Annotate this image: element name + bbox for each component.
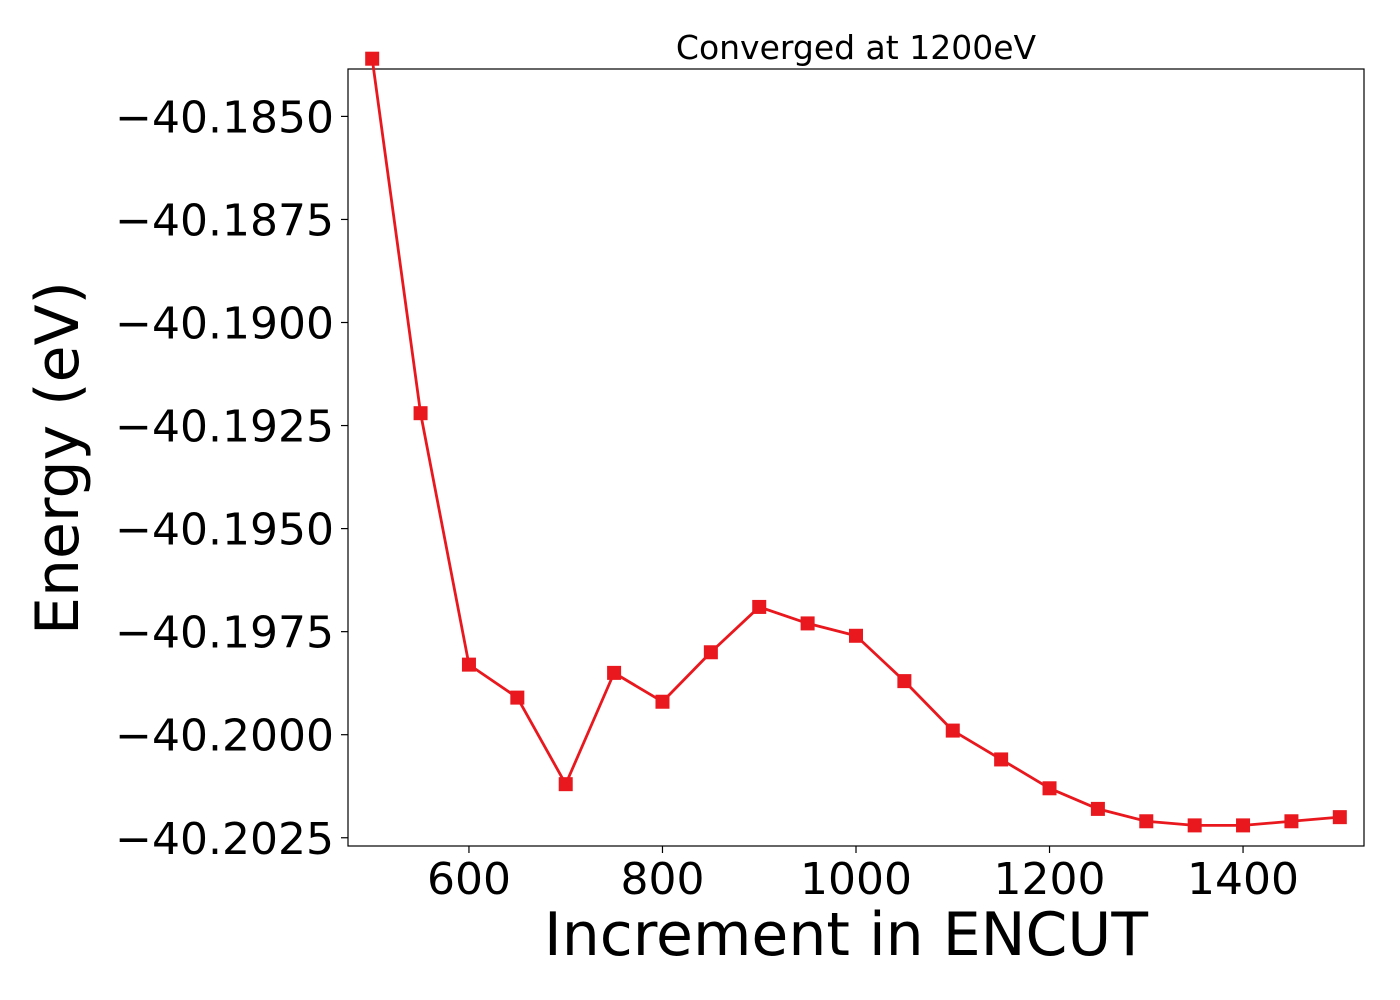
data-point-marker <box>994 752 1009 767</box>
data-point-marker <box>365 51 380 66</box>
y-tick-label: −40.1875 <box>115 195 334 246</box>
x-axis: 600 800 1000 1200 1400 <box>427 846 1299 905</box>
x-tick-label: 600 <box>427 854 511 905</box>
data-point-marker <box>897 674 912 689</box>
data-point-marker <box>558 777 573 792</box>
data-point-marker <box>607 665 622 680</box>
y-axis: −40.1850 −40.1875 −40.1900 −40.1925 −40.1950… <box>115 92 348 865</box>
y-tick-label: −40.1975 <box>115 608 334 659</box>
y-tick-label: −40.1900 <box>115 299 334 350</box>
x-tick-label: 800 <box>620 854 704 905</box>
x-tick-label: 1000 <box>800 854 912 905</box>
data-point-marker <box>1284 814 1299 829</box>
data-point-marker <box>1236 818 1251 833</box>
data-point-marker <box>849 628 863 643</box>
y-tick-label: −40.1850 <box>115 92 334 143</box>
data-point-marker <box>655 694 670 709</box>
y-tick-label: −40.2000 <box>115 711 334 762</box>
data-point-marker <box>510 690 525 705</box>
data-point-marker <box>461 657 476 672</box>
chart-title: Converged at 1200eV <box>676 28 1037 67</box>
y-tick-label: −40.1925 <box>115 402 334 453</box>
y-tick-label: −40.1950 <box>115 505 334 556</box>
plot-area-frame <box>347 68 1365 847</box>
y-axis-title: Energy (eV) <box>23 281 93 635</box>
data-point-marker <box>1332 810 1347 825</box>
y-tick-label: −40.2025 <box>115 814 334 865</box>
data-series <box>365 51 1347 833</box>
data-point-marker <box>945 723 960 738</box>
data-point-marker <box>752 599 767 614</box>
x-tick-label: 1200 <box>994 854 1106 905</box>
data-point-marker <box>1042 781 1057 796</box>
data-point-marker <box>413 406 428 421</box>
x-axis-title: Increment in ENCUT <box>544 900 1148 970</box>
data-point-marker <box>1090 801 1105 816</box>
data-point-marker <box>1187 818 1202 833</box>
series-line <box>370 58 1340 827</box>
data-point-marker <box>1139 814 1154 829</box>
x-tick-label: 1400 <box>1187 854 1299 905</box>
data-point-marker <box>703 645 718 660</box>
data-point-marker <box>800 616 815 631</box>
